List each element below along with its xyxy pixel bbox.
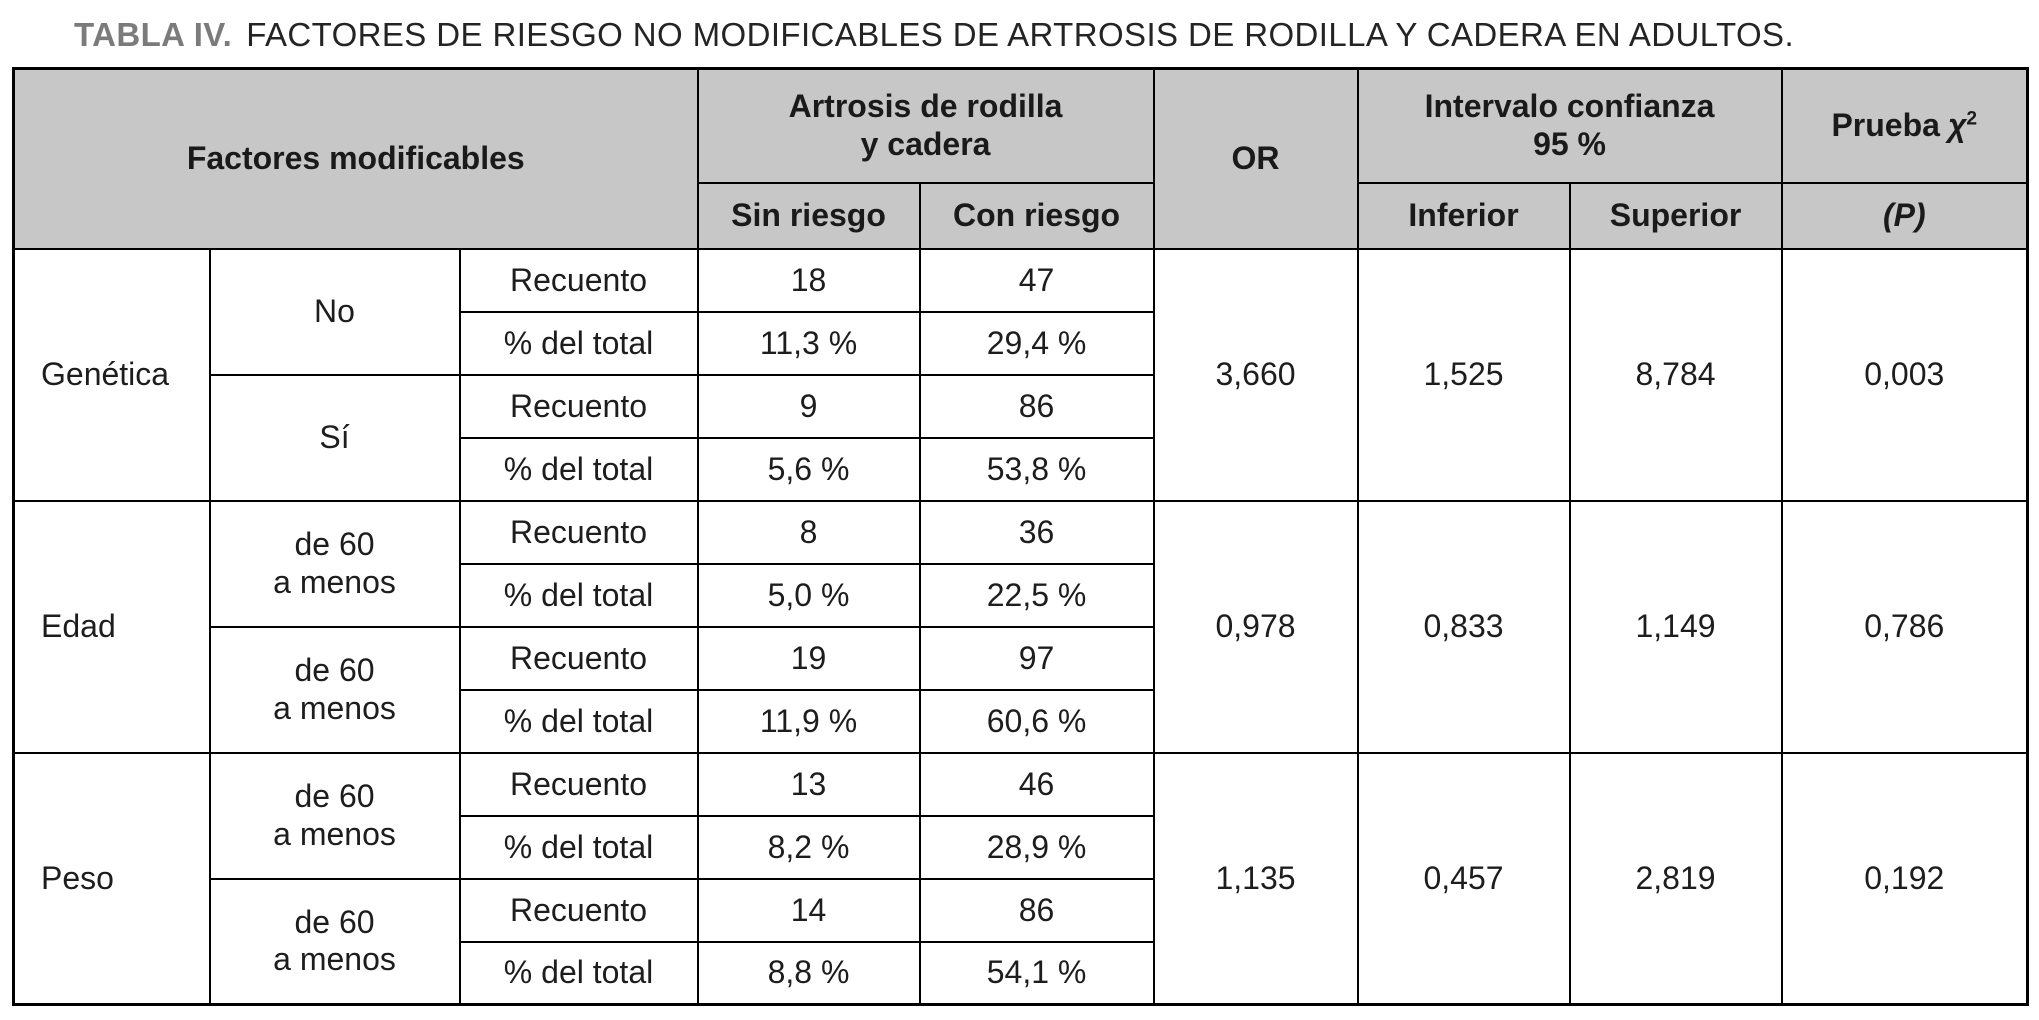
cell-sublabel: de 60 a menos: [208, 877, 461, 1006]
cell-con-riesgo: 86: [918, 373, 1155, 439]
cell-sin-riesgo: 18: [696, 247, 921, 313]
cell-con-riesgo: 86: [918, 877, 1155, 943]
cell-or: 1,135: [1152, 751, 1359, 1006]
cell-measure: Recuento: [458, 877, 699, 943]
cell-sublabel: de 60 a menos: [208, 499, 461, 628]
table-number-label: TABLA IV.: [74, 16, 233, 53]
header-p: (P): [1780, 181, 2029, 250]
cell-sin-riesgo: 5,6 %: [696, 436, 921, 502]
cell-p: 0,192: [1780, 751, 2029, 1006]
page-title: TABLA IV. FACTORES DE RIESGO NO MODIFICAB…: [74, 16, 2027, 54]
cell-sin-riesgo: 11,9 %: [696, 688, 921, 754]
cell-sin-riesgo: 8: [696, 499, 921, 565]
cell-sin-riesgo: 14: [696, 877, 921, 943]
cell-measure: % del total: [458, 562, 699, 628]
cell-sin-riesgo: 8,8 %: [696, 940, 921, 1006]
table-row: Sí Recuento 9 86: [14, 373, 2028, 502]
cell-measure: % del total: [458, 310, 699, 376]
cell-measure: Recuento: [458, 625, 699, 691]
cell-sublabel: de 60 a menos: [208, 625, 461, 754]
cell-con-riesgo: 47: [918, 247, 1155, 313]
cell-factor: Edad: [12, 499, 211, 754]
header-factores-modificables: Factores modificables: [12, 67, 699, 250]
cell-con-riesgo: 54,1 %: [918, 940, 1155, 1006]
table-row: % del total 5,6 % 53,8 %: [14, 436, 2028, 502]
header-sin-riesgo: Sin riesgo: [696, 181, 921, 250]
p-label: (P): [1882, 197, 1926, 233]
table-row: % del total 5,0 % 22,5 %: [14, 562, 2028, 628]
cell-measure: % del total: [458, 940, 699, 1006]
cell-factor: Genética: [12, 247, 211, 502]
prueba-label: Prueba: [1831, 107, 1940, 144]
cell-sin-riesgo: 9: [696, 373, 921, 439]
cell-sublabel: No: [208, 247, 461, 376]
cell-inferior: 0,833: [1356, 499, 1571, 754]
cell-p: 0,786: [1780, 499, 2029, 754]
header-row-2: Sin riesgo Con riesgo Inferior Superior …: [14, 181, 2029, 250]
header-artrosis: Artrosis de rodilla y cadera: [696, 67, 1155, 184]
cell-sin-riesgo: 19: [696, 625, 921, 691]
cell-sublabel: Sí: [208, 373, 461, 502]
cell-con-riesgo: 29,4 %: [918, 310, 1155, 376]
cell-measure: Recuento: [458, 751, 699, 817]
table-title-text: FACTORES DE RIESGO NO MODIFICABLES DE AR…: [246, 16, 1795, 53]
cell-measure: Recuento: [458, 373, 699, 439]
cell-con-riesgo: 28,9 %: [918, 814, 1155, 880]
table-row: % del total 11,9 % 60,6 %: [14, 688, 2028, 754]
cell-inferior: 0,457: [1356, 751, 1571, 1006]
table-row: % del total 11,3 % 29,4 %: [14, 310, 2028, 376]
header-or: OR: [1152, 67, 1359, 250]
table-row: de 60 a menos Recuento 19 97: [14, 625, 2028, 754]
cell-sin-riesgo: 5,0 %: [696, 562, 921, 628]
header-con-riesgo: Con riesgo: [918, 181, 1155, 250]
cell-sublabel: de 60 a menos: [208, 751, 461, 880]
risk-factors-table: Factores modificables Artrosis de rodill…: [12, 67, 2030, 1006]
cell-superior: 2,819: [1568, 751, 1783, 1006]
header-prueba-chi2: Prueba χ2: [1780, 67, 2029, 184]
cell-measure: % del total: [458, 688, 699, 754]
table-row: Edad de 60 a menos Recuento 8 36 0,978 0…: [12, 499, 2029, 754]
cell-con-riesgo: 36: [918, 499, 1155, 565]
cell-or: 0,978: [1152, 499, 1359, 754]
cell-con-riesgo: 97: [918, 625, 1155, 691]
cell-superior: 8,784: [1568, 247, 1783, 502]
cell-or: 3,660: [1152, 247, 1359, 502]
table-row: Genética No Recuento 18 47 3,660 1,525 8…: [12, 247, 2029, 502]
table-row: de 60 a menos Recuento 14 86: [14, 877, 2028, 1006]
header-inferior: Inferior: [1356, 181, 1571, 250]
table-row: Peso de 60 a menos Recuento 13 46 1,135 …: [12, 751, 2029, 1006]
table-row: % del total 8,8 % 54,1 %: [14, 940, 2028, 1006]
cell-measure: % del total: [458, 814, 699, 880]
cell-sin-riesgo: 11,3 %: [696, 310, 921, 376]
cell-factor: Peso: [12, 751, 211, 1006]
cell-measure: Recuento: [458, 247, 699, 313]
cell-con-riesgo: 46: [918, 751, 1155, 817]
cell-inferior: 1,525: [1356, 247, 1571, 502]
cell-con-riesgo: 22,5 %: [918, 562, 1155, 628]
cell-p: 0,003: [1780, 247, 2029, 502]
cell-sin-riesgo: 8,2 %: [696, 814, 921, 880]
cell-con-riesgo: 53,8 %: [918, 436, 1155, 502]
cell-con-riesgo: 60,6 %: [918, 688, 1155, 754]
header-superior: Superior: [1568, 181, 1783, 250]
chi-exponent: 2: [1966, 108, 1978, 130]
cell-measure: % del total: [458, 436, 699, 502]
header-row-1: Factores modificables Artrosis de rodill…: [12, 67, 2029, 250]
cell-superior: 1,149: [1568, 499, 1783, 754]
cell-sin-riesgo: 13: [696, 751, 921, 817]
chi-symbol: χ: [1947, 107, 1967, 144]
cell-measure: Recuento: [458, 499, 699, 565]
table-row: % del total 8,2 % 28,9 %: [14, 814, 2028, 880]
header-intervalo-confianza: Intervalo confianza 95 %: [1356, 67, 1783, 184]
